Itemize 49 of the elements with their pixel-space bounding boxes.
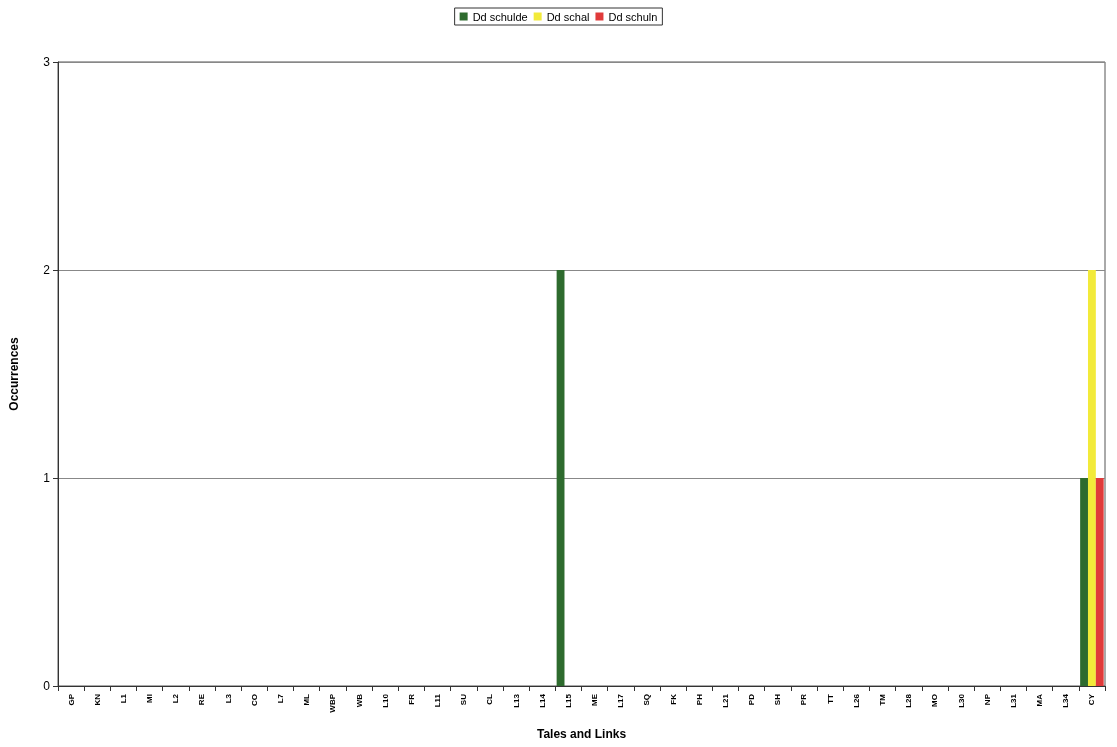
x-tick-label: L13	[511, 693, 521, 708]
x-tick-label: L21	[720, 693, 730, 708]
x-tick-label: SQ	[642, 694, 652, 706]
x-tick-label: FR	[406, 693, 416, 705]
x-tick-label: SU	[459, 693, 469, 706]
x-tick-label: L34	[1061, 693, 1071, 708]
x-tick-label: PH	[694, 693, 704, 706]
x-tick-label: SH	[773, 693, 783, 706]
x-tick-label: KN	[92, 693, 102, 706]
x-tick-label: WBP	[328, 693, 338, 713]
x-tick-label: CO	[249, 694, 259, 706]
x-tick-label: L1	[118, 693, 128, 704]
x-tick-label: GP	[66, 693, 76, 706]
legend-label: Dd schulde	[472, 10, 528, 23]
legend-label: Dd schal	[546, 10, 590, 23]
x-tick-label: NP	[982, 693, 992, 706]
y-tick-label: 3	[43, 55, 51, 69]
x-tick-label: L30	[956, 693, 966, 708]
x-tick-label: RE	[197, 693, 207, 706]
x-tick-label: L3	[223, 693, 233, 704]
x-tick-label: FK	[668, 693, 678, 705]
x-tick-label: ME	[590, 693, 600, 706]
x-tick-label: L14	[537, 693, 547, 708]
x-tick-label: MA	[1035, 693, 1045, 707]
x-tick-label: L26	[851, 693, 861, 708]
y-tick-label: 1	[43, 471, 51, 485]
x-tick-label: CY	[1087, 693, 1097, 706]
x-tick-label: L17	[616, 693, 626, 708]
y-axis-title: Occurrences	[7, 336, 21, 411]
y-tick-label: 0	[43, 679, 51, 693]
x-tick-label: PD	[747, 693, 757, 706]
x-tick-label: L2	[171, 693, 181, 704]
x-axis-title: Tales and Links	[536, 727, 627, 741]
x-tick-label: L28	[904, 693, 914, 708]
x-tick-label: CL	[485, 693, 495, 705]
x-tick-label: L31	[1008, 693, 1018, 708]
x-tick-label: TM	[878, 693, 888, 706]
x-tick-label: MO	[930, 694, 940, 707]
legend-label: Dd schuln	[608, 10, 658, 23]
x-tick-label: L10	[380, 693, 390, 708]
x-tick-label: L11	[433, 693, 443, 708]
x-tick-label: ML	[302, 693, 312, 706]
y-tick-label: 2	[43, 263, 51, 277]
x-tick-label: PR	[799, 693, 809, 706]
x-tick-label: L15	[563, 693, 573, 708]
x-tick-label: TT	[825, 693, 835, 704]
x-tick-label: WB	[354, 693, 364, 708]
x-tick-label: MI	[145, 694, 155, 703]
x-tick-label: L7	[275, 693, 285, 704]
